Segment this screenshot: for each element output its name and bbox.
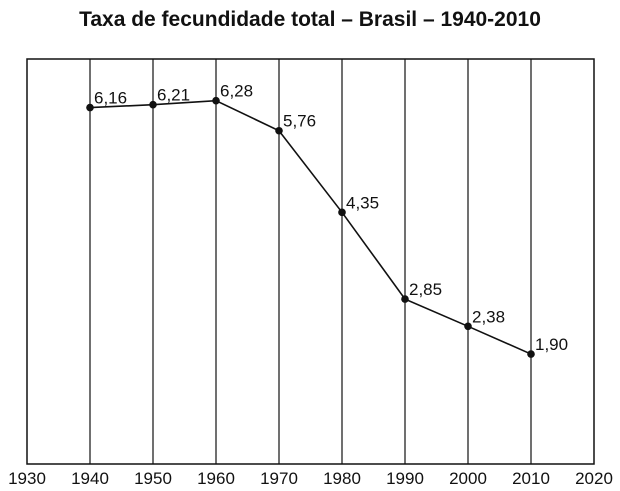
data-label: 6,28: [220, 82, 253, 101]
x-tick-label: 1980: [323, 469, 361, 488]
x-tick-label: 1970: [260, 469, 298, 488]
data-label: 6,21: [157, 86, 190, 105]
x-tick-label: 1960: [197, 469, 235, 488]
data-point: [338, 208, 346, 217]
grid-lines: [26, 58, 595, 465]
x-tick-label: 2000: [449, 469, 487, 488]
data-point: [464, 322, 472, 331]
x-axis-tick-labels: 1930 1940 1950 1960 1970 1980 1990 2000 2010 2020: [8, 469, 613, 488]
data-point: [527, 350, 535, 358]
data-point: [401, 295, 409, 303]
data-point: [149, 100, 157, 109]
data-label: 2,38: [472, 307, 505, 326]
x-tick-label: 1930: [8, 469, 46, 488]
plot-frame: [26, 58, 595, 465]
series-line: [89, 99, 532, 355]
data-label: 4,35: [346, 193, 379, 212]
data-labels: 6,16 6,21 6,28 5,76 4,35 2,85 2,38 1,90: [94, 82, 568, 354]
series-line-group: [89, 99, 532, 355]
x-tick-label: 2020: [575, 469, 613, 488]
data-label: 2,85: [409, 280, 442, 299]
data-label: 1,90: [535, 335, 568, 354]
data-point: [275, 126, 283, 135]
chart-title: Taxa de fecundidade total – Brasil – 194…: [79, 8, 541, 31]
x-tick-label: 1940: [71, 469, 109, 488]
x-tick-label: 1950: [134, 469, 172, 488]
data-point: [212, 96, 220, 105]
data-label: 6,16: [94, 89, 127, 108]
x-tick-label: 2010: [512, 469, 550, 488]
data-points: [86, 96, 535, 358]
data-point: [86, 103, 94, 112]
x-tick-label: 1990: [386, 469, 424, 488]
data-label: 5,76: [283, 112, 316, 131]
